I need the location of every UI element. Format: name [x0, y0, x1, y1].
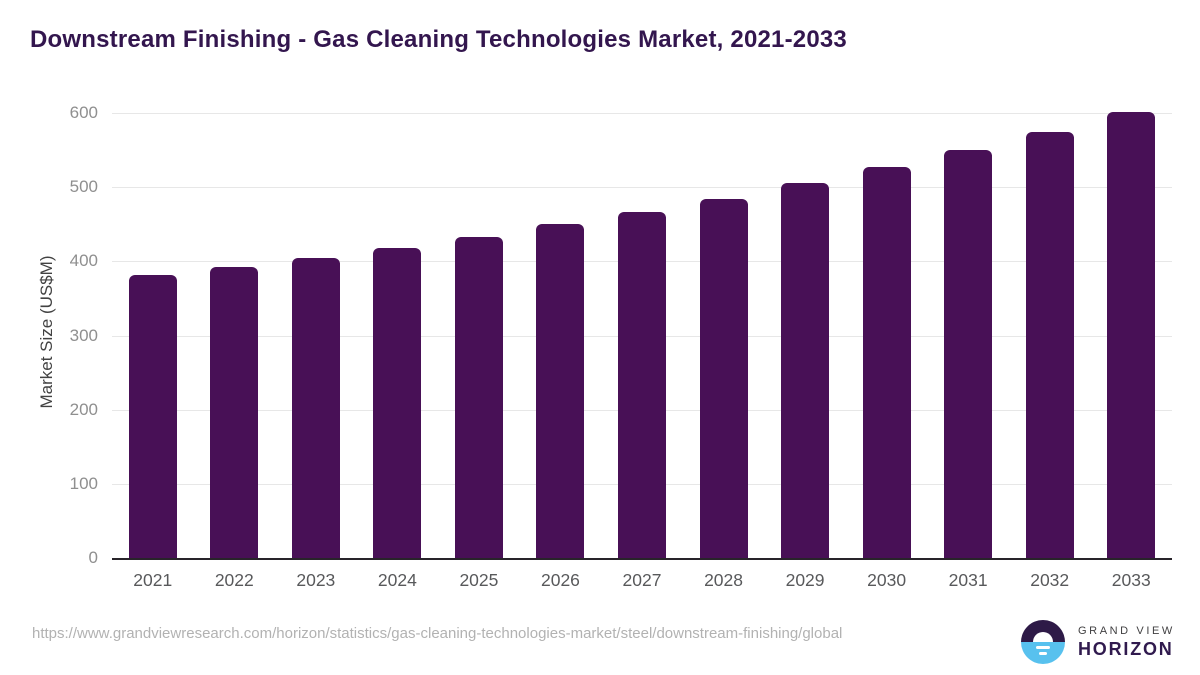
x-axis-line: [112, 558, 1172, 560]
plot-area: 0 100 200 300 400 500 600: [70, 104, 1172, 567]
bar-2032: [1025, 131, 1074, 558]
y-tick-label-0: 0: [88, 548, 98, 567]
y-tick-label-400: 400: [69, 251, 98, 271]
bar-2025: [454, 236, 503, 558]
sun-reflection-dash: [1036, 646, 1050, 649]
x-tick-label-2026: 2026: [540, 570, 580, 590]
x-tick-label-2028: 2028: [704, 570, 743, 590]
x-tick-label-2024: 2024: [377, 570, 417, 590]
logo-grand-view-label: GRAND VIEW: [1078, 625, 1175, 637]
x-tick-label-2031: 2031: [948, 570, 988, 590]
sun-reflection-dash: [1039, 652, 1047, 655]
gridline-600: [112, 113, 1172, 114]
gridline-500: [112, 187, 1172, 189]
bar-2030: [862, 167, 911, 558]
x-tick-label-2022: 2022: [214, 570, 254, 590]
y-tick-label-100: 100: [69, 473, 98, 493]
y-tick-label-200: 200: [69, 399, 98, 419]
bar-2026: [536, 224, 585, 558]
page-title: Downstream Finishing - Gas Cleaning Tech…: [30, 26, 847, 53]
bar-2024: [373, 247, 422, 558]
bar-2022: [210, 267, 259, 558]
y-tick-label-600: 600: [69, 103, 98, 122]
x-tick-label-2023: 2023: [296, 570, 336, 590]
sun-shape: [1033, 632, 1053, 642]
bar-2021: [128, 275, 177, 558]
logo-horizon-label: HORIZON: [1078, 639, 1174, 659]
y-tick-label-500: 500: [69, 177, 98, 197]
horizon-sun-icon: [1021, 620, 1065, 664]
grand-view-horizon-logo: GRAND VIEW HORIZON: [1021, 619, 1172, 665]
x-tick-label-2029: 2029: [785, 570, 825, 590]
bar-2031: [944, 150, 993, 558]
bar-2027: [618, 211, 666, 558]
x-tick-label-2033: 2033: [1111, 570, 1151, 590]
x-tick-label-2027: 2027: [622, 570, 662, 590]
x-tick-label-2025: 2025: [459, 570, 499, 590]
y-tick-label-300: 300: [69, 325, 98, 345]
bar-2028: [699, 199, 748, 558]
x-axis-labels: 2021 2022 2023 2024 2025 2026 2027 2028 2029 2030…: [112, 570, 1172, 594]
x-tick-label-2032: 2032: [1030, 570, 1070, 590]
bar-2023: [291, 257, 340, 558]
source-url: https://www.grandviewresearch.com/horizo…: [32, 625, 843, 642]
x-tick-label-2021: 2021: [133, 570, 173, 590]
bar-2033: [1107, 111, 1156, 558]
x-tick-label-2030: 2030: [867, 570, 907, 590]
bar-2029: [781, 183, 830, 558]
logo-text: GRAND VIEW HORIZON: [1078, 625, 1175, 660]
